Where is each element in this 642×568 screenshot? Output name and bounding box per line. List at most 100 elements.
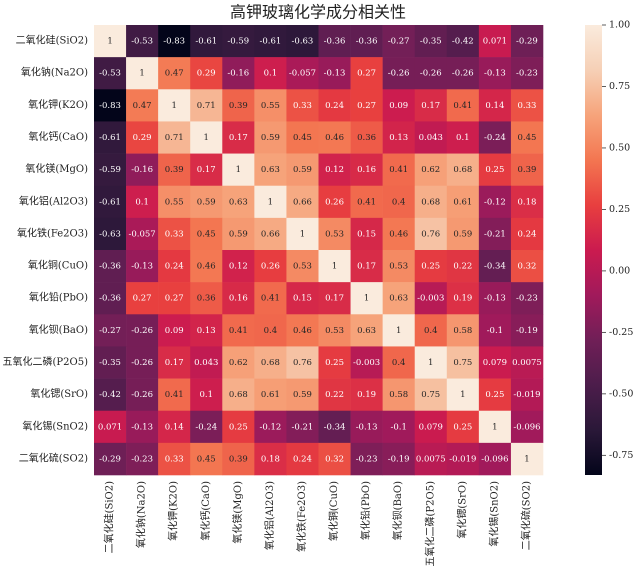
- cell-label: -0.019: [449, 454, 476, 464]
- heatmap-cell: [318, 121, 351, 154]
- heatmap-cell: [350, 217, 383, 251]
- heatmap-cell: [190, 410, 223, 444]
- cell-label: 0.24: [293, 454, 312, 464]
- heatmap-cell: [126, 282, 159, 315]
- cell-label: 0.62: [229, 358, 248, 368]
- cell-label: -0.13: [484, 69, 506, 79]
- cell-label: 0.75: [421, 390, 440, 400]
- cell-label: 0.47: [133, 101, 152, 111]
- cell-label: -0.057: [128, 229, 155, 239]
- heatmap-cell: [446, 89, 480, 122]
- cell-label: 0.68: [421, 197, 440, 207]
- heatmap-cell: [478, 89, 512, 122]
- heatmap-cell: [510, 282, 544, 315]
- heatmap-cell: [222, 314, 255, 347]
- heatmap-cell: [222, 378, 255, 412]
- heatmap-cell: [478, 121, 512, 154]
- chart-title: 高钾玻璃化学成分相关性: [230, 3, 406, 22]
- heatmap-cell: [126, 378, 159, 412]
- cell-label: -0.34: [484, 262, 506, 272]
- heatmap-cell: [318, 314, 351, 347]
- heatmap-cell: [94, 346, 127, 379]
- heatmap-cell: [414, 217, 448, 251]
- cell-label: 0.36: [197, 294, 216, 304]
- cell-label: -0.12: [259, 422, 281, 432]
- cell-label: 0.071: [98, 422, 122, 432]
- cell-label: 0.17: [357, 262, 376, 272]
- heatmap-cell: [190, 89, 223, 122]
- heatmap-cell: [382, 282, 416, 315]
- cell-label: 0.32: [517, 262, 536, 272]
- cell-label: 1: [492, 422, 497, 432]
- heatmap-cell: [94, 442, 127, 476]
- heatmap-cell: [382, 89, 416, 122]
- cell-label: -0.83: [163, 37, 185, 47]
- heatmap-cell: [446, 57, 480, 90]
- cell-label: 0.19: [357, 390, 376, 400]
- heatmap-cell: [382, 378, 416, 412]
- cell-label: -0.13: [484, 294, 506, 304]
- heatmap-cell: [478, 153, 512, 187]
- cell-label: 0.079: [483, 358, 507, 368]
- heatmap-cell: [190, 25, 223, 58]
- y-tick-label: 氧化铝(Al2O3): [19, 194, 88, 207]
- heatmap-cell: [318, 217, 351, 251]
- heatmap-cell: [94, 185, 127, 219]
- cell-label: 0.25: [485, 165, 504, 175]
- heatmap-cell: [510, 314, 544, 347]
- cell-label: -0.23: [131, 454, 153, 464]
- heatmap-cell: [222, 282, 255, 315]
- heatmap-cell: [254, 25, 287, 58]
- heatmap-cell: [94, 25, 127, 58]
- heatmap-cell: [286, 250, 319, 283]
- cell-label: 0.043: [194, 358, 218, 368]
- cell-label: -0.096: [481, 454, 508, 464]
- heatmap-cell: [158, 57, 191, 90]
- cell-label: 0.41: [389, 165, 408, 175]
- heatmap-cell: [414, 250, 448, 283]
- heatmap-cell: [350, 57, 383, 90]
- cell-label: -0.12: [484, 197, 506, 207]
- y-tick-label: 氧化锶(SrO): [30, 387, 88, 400]
- y-tick-label: 氧化铅(PbO): [29, 291, 88, 304]
- heatmap-cell: [414, 25, 448, 58]
- heatmap-cell: [414, 378, 448, 412]
- x-tick-label: 氧化钡(BaO): [391, 481, 404, 540]
- heatmap-cell: [222, 57, 255, 90]
- heatmap-cell: [94, 217, 127, 251]
- cell-label: 0.71: [165, 133, 184, 143]
- heatmap-cell: [510, 121, 544, 154]
- cell-label: -0.53: [99, 69, 121, 79]
- heatmap-cell: [414, 121, 448, 154]
- heatmap-cell: [446, 314, 480, 347]
- cell-label: 0.0075: [416, 454, 446, 464]
- heatmap-cell: [510, 25, 544, 58]
- heatmap-cell: [94, 378, 127, 412]
- cell-label: -0.16: [227, 69, 249, 79]
- cell-label: 0.47: [165, 69, 184, 79]
- cell-label: -0.59: [99, 165, 121, 175]
- heatmap-cell: [158, 153, 191, 187]
- heatmap-cell: [350, 442, 383, 476]
- cell-label: 0.1: [135, 197, 149, 207]
- cell-label: 0.68: [261, 358, 280, 368]
- heatmap-cell: [126, 121, 159, 154]
- colorbar-tick-label: 0.00: [609, 265, 630, 276]
- cell-label: 0.4: [264, 326, 278, 336]
- cell-label: -0.19: [516, 326, 538, 336]
- colorbar-tick-label: -0.50: [609, 388, 633, 399]
- cell-label: 0.39: [229, 101, 248, 111]
- cell-label: 0.46: [293, 326, 312, 336]
- heatmap-cell: [350, 89, 383, 122]
- cell-label: 0.75: [453, 358, 472, 368]
- cell-label: -0.63: [99, 229, 121, 239]
- heatmap-cell: [222, 346, 255, 379]
- heatmap-cell: [318, 153, 351, 187]
- heatmap-cell: [158, 314, 191, 347]
- heatmap-cell: [446, 410, 480, 444]
- cell-label: 1: [268, 197, 273, 207]
- cell-label: 0.18: [517, 197, 536, 207]
- heatmap-cell: [190, 57, 223, 90]
- cell-label: 0.24: [517, 229, 536, 239]
- cell-label: 0.76: [421, 229, 440, 239]
